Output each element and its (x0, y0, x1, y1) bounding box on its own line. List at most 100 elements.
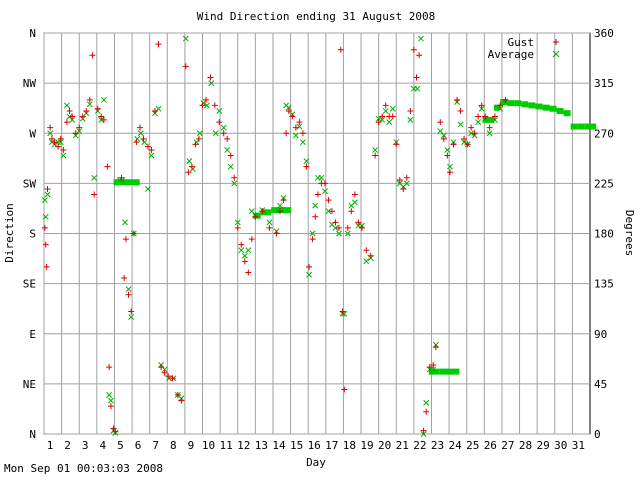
average-point (414, 85, 421, 92)
gust-point (296, 119, 303, 126)
average-segment (113, 179, 120, 186)
average-point (106, 392, 113, 398)
gust-point (44, 185, 51, 192)
average-segment (570, 123, 578, 130)
x-tick-label: 2 (64, 439, 71, 452)
average-point (227, 163, 234, 170)
average-segment (563, 110, 571, 117)
gust-point (144, 143, 151, 150)
gust-point (195, 135, 202, 142)
legend-label-average: Average (488, 48, 534, 61)
average-point (389, 105, 396, 112)
gust-point (188, 163, 195, 170)
average-point (196, 130, 203, 137)
average-point (382, 108, 389, 114)
average-point (266, 219, 273, 226)
gust-point (66, 107, 73, 114)
gust-point (118, 174, 125, 181)
x-tick-label: 13 (255, 439, 268, 452)
average-point (69, 116, 76, 123)
gust-point (182, 63, 189, 70)
average-point (299, 139, 306, 146)
x-tick-label: 24 (448, 439, 462, 452)
average-point (306, 271, 313, 278)
x-tick-label: 23 (431, 439, 444, 452)
average-point (208, 80, 215, 87)
gust-point (42, 241, 49, 248)
gust-point (432, 344, 439, 351)
average-point (128, 314, 135, 320)
average-point (238, 247, 245, 254)
legend-label-gust: Gust (508, 36, 535, 49)
gust-point (410, 46, 417, 53)
average-segment (439, 368, 460, 375)
average-point (447, 163, 453, 170)
gust-point (328, 208, 335, 215)
gust-point (79, 113, 86, 120)
legend-marker-average (552, 50, 560, 58)
gust-point (252, 213, 259, 220)
gust-point (155, 41, 162, 48)
gust-point (393, 141, 400, 148)
gust-point (57, 135, 64, 142)
gust-point (283, 130, 290, 137)
average-point (403, 180, 410, 187)
gust-point (69, 113, 76, 120)
y-tick-label-left: W (29, 127, 36, 140)
gust-point (440, 135, 447, 142)
average-segment (482, 116, 489, 123)
x-tick-label: 19 (360, 439, 373, 452)
gust-point (259, 208, 266, 215)
x-axis-label: Day (306, 456, 326, 469)
gust-point (444, 152, 451, 159)
average-point (216, 108, 223, 114)
gust-point (400, 185, 407, 192)
average-segment (556, 107, 564, 114)
average-point (344, 230, 351, 237)
gust-point (312, 213, 319, 220)
average-point (125, 286, 132, 293)
gust-point (413, 74, 420, 81)
x-tick-label: 10 (202, 439, 215, 452)
gust-point (192, 141, 199, 148)
average-segment (507, 100, 515, 107)
gust-point (112, 428, 119, 435)
y-axis-right-ticks: 0 45 90 135 180 225 270 315 360 (594, 27, 614, 441)
average-point (417, 35, 424, 42)
average-segment (549, 105, 557, 112)
average-segment (577, 123, 585, 130)
gust-point (178, 397, 185, 404)
gust-point (306, 263, 313, 270)
average-segment (584, 123, 591, 130)
gust-point (185, 169, 192, 176)
gust-point (292, 124, 299, 131)
gust-point (423, 408, 430, 415)
x-tick-label: 4 (100, 439, 107, 452)
average-segment (590, 123, 597, 130)
gust-point (325, 197, 332, 204)
gust-point (309, 236, 316, 243)
average-point (245, 247, 252, 254)
gust-point (241, 258, 248, 265)
average-point (63, 102, 70, 109)
gust-point (407, 107, 414, 114)
gust-point (60, 146, 67, 153)
gust-point (121, 275, 128, 282)
average-point (224, 147, 231, 153)
gust-point (457, 107, 464, 114)
gust-point (299, 130, 306, 137)
gust-point (83, 107, 90, 114)
x-tick-label: 14 (272, 439, 286, 452)
gust-point (321, 180, 328, 187)
gust-point (110, 425, 117, 432)
average-point (277, 202, 283, 209)
average-point (420, 431, 427, 437)
gust-point (91, 191, 98, 198)
average-point (44, 191, 51, 198)
gust-point (351, 191, 358, 198)
average-point (321, 188, 328, 195)
x-axis-ticks: 1 2 3 4 5 6 7 8 9 10 11 12 13 14 15 16 17 18 19 20 21 22 23 24 2… (47, 439, 585, 452)
gust-point (314, 191, 321, 198)
gust-point (216, 119, 223, 126)
average-point (141, 139, 148, 146)
